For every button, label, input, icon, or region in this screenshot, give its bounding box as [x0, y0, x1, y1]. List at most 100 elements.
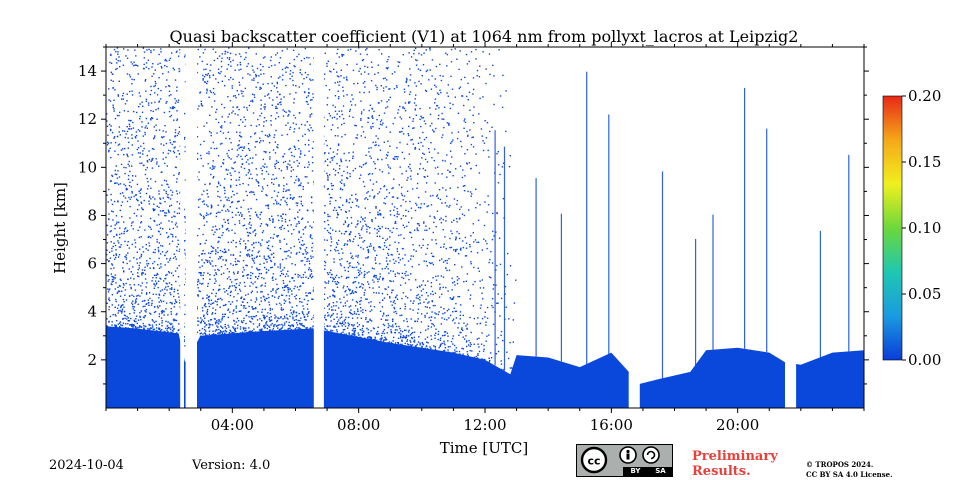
noise-speck: [147, 265, 148, 266]
noise-speck: [133, 111, 134, 112]
noise-speck: [136, 316, 137, 317]
noise-speck: [131, 197, 132, 198]
noise-speck: [459, 296, 460, 297]
noise-speck: [107, 144, 108, 145]
noise-speck: [165, 59, 166, 60]
noise-speck: [377, 236, 378, 237]
noise-speck: [158, 258, 159, 259]
noise-speck: [289, 164, 290, 165]
noise-speck: [339, 168, 340, 169]
noise-speck: [155, 125, 156, 126]
noise-speck: [155, 109, 156, 110]
noise-speck: [369, 173, 370, 174]
noise-speck: [274, 263, 275, 264]
noise-speck: [377, 138, 378, 139]
noise-speck: [143, 143, 144, 144]
noise-speck: [120, 307, 121, 308]
noise-speck: [407, 191, 408, 192]
noise-speck: [293, 288, 294, 289]
noise-speck: [447, 336, 448, 337]
noise-speck: [282, 69, 283, 70]
noise-speck: [296, 124, 297, 125]
noise-speck: [434, 317, 435, 318]
noise-speck: [150, 188, 151, 189]
noise-speck: [388, 166, 389, 167]
noise-speck: [396, 313, 397, 314]
noise-speck: [139, 312, 140, 313]
noise-speck: [239, 84, 240, 85]
noise-speck: [350, 240, 351, 241]
noise-speck: [395, 274, 396, 275]
noise-speck: [328, 224, 329, 225]
noise-speck: [179, 131, 180, 132]
noise-speck: [418, 298, 419, 299]
noise-speck: [163, 145, 164, 146]
noise-speck: [279, 242, 280, 243]
noise-speck: [445, 331, 446, 332]
noise-speck: [158, 297, 159, 298]
noise-speck: [144, 270, 145, 271]
noise-speck: [296, 322, 297, 323]
noise-speck: [403, 133, 404, 134]
noise-speck: [390, 97, 391, 98]
noise-speck: [367, 247, 368, 248]
noise-speck: [311, 273, 312, 274]
noise-speck: [365, 224, 366, 225]
noise-speck: [432, 59, 433, 60]
noise-speck: [250, 158, 251, 159]
noise-speck: [255, 132, 256, 133]
noise-speck: [419, 225, 420, 226]
noise-speck: [115, 253, 116, 254]
noise-speck: [327, 312, 328, 313]
noise-speck: [242, 163, 243, 164]
noise-speck: [229, 59, 230, 60]
noise-speck: [254, 94, 255, 95]
noise-speck: [248, 235, 249, 236]
noise-speck: [347, 217, 348, 218]
noise-speck: [112, 304, 113, 305]
noise-speck: [145, 79, 146, 80]
noise-speck: [306, 247, 307, 248]
noise-speck: [145, 274, 146, 275]
noise-speck: [329, 216, 330, 217]
noise-speck: [307, 258, 308, 259]
noise-speck: [277, 327, 278, 328]
noise-speck: [109, 252, 110, 253]
noise-speck: [150, 268, 151, 269]
noise-speck: [108, 88, 109, 89]
noise-speck: [163, 197, 164, 198]
noise-speck: [123, 65, 124, 66]
noise-speck: [398, 332, 399, 333]
noise-speck: [427, 244, 428, 245]
noise-speck: [127, 131, 128, 132]
noise-speck: [107, 234, 108, 235]
noise-speck: [154, 137, 155, 138]
noise-speck: [156, 294, 157, 295]
noise-speck: [294, 146, 295, 147]
noise-speck: [308, 269, 309, 270]
noise-speck: [294, 246, 295, 247]
noise-speck: [135, 318, 136, 319]
noise-speck: [179, 251, 180, 252]
noise-speck: [345, 211, 346, 212]
noise-speck: [400, 337, 401, 338]
noise-speck: [399, 106, 400, 107]
noise-speck: [123, 154, 124, 155]
noise-speck: [157, 94, 158, 95]
noise-speck: [399, 62, 400, 63]
noise-speck: [288, 149, 289, 150]
noise-speck: [250, 136, 251, 137]
noise-speck: [227, 174, 228, 175]
noise-speck: [284, 267, 285, 268]
noise-speck: [337, 287, 338, 288]
noise-speck: [178, 244, 179, 245]
noise-speck: [285, 276, 286, 277]
noise-speck: [285, 72, 286, 73]
noise-speck: [132, 266, 133, 267]
noise-speck: [177, 226, 178, 227]
noise-speck: [389, 245, 390, 246]
noise-speck: [354, 277, 355, 278]
noise-speck: [455, 236, 456, 237]
noise-speck: [236, 193, 237, 194]
noise-speck: [241, 297, 242, 298]
